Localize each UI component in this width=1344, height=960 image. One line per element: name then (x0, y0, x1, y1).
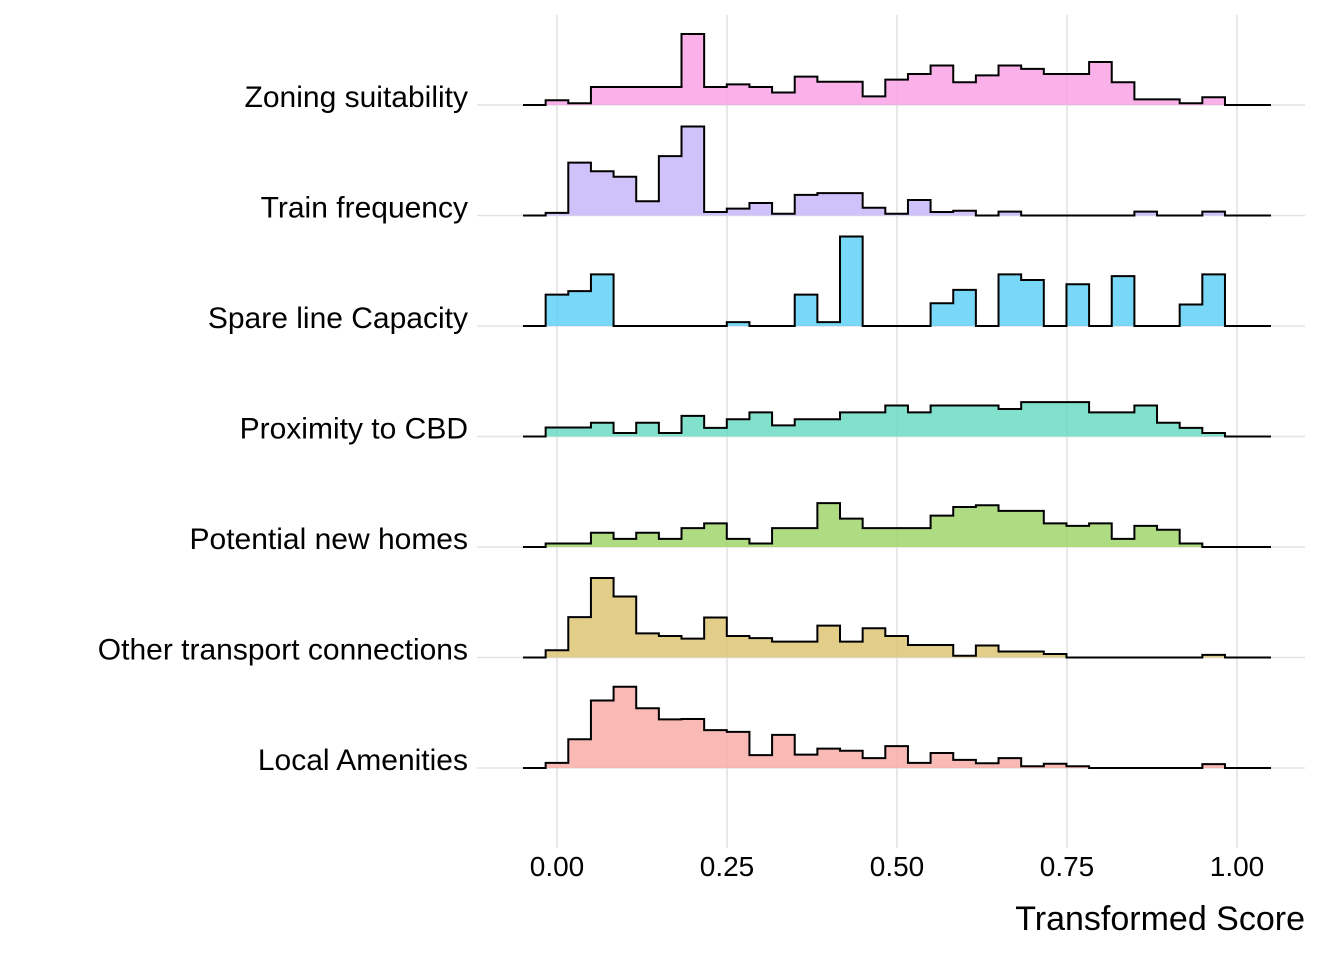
y-tick-label: Other transport connections (98, 634, 468, 667)
x-tick-label: 0.50 (870, 851, 925, 882)
y-tick-label: Train frequency (261, 192, 468, 225)
y-tick-label: Local Amenities (258, 744, 468, 777)
ridge-outline (523, 401, 1271, 438)
y-tick-label: Proximity to CBD (240, 413, 468, 446)
ridge-series-5 (523, 576, 1271, 659)
x-tick-label: 1.00 (1210, 851, 1265, 882)
ridge-outline (523, 685, 1271, 769)
ridge-outline (523, 235, 1271, 327)
ridge-series-3 (523, 401, 1271, 438)
ridge-series-1 (523, 125, 1271, 217)
x-tick-label: 0.75 (1040, 851, 1095, 882)
ridge-series-2 (523, 235, 1271, 327)
y-tick-label: Spare line Capacity (208, 302, 468, 335)
x-tick-label: 0.00 (530, 851, 585, 882)
ridge-series-6 (523, 685, 1271, 769)
ridge-outline (523, 33, 1271, 106)
ridge-outline (523, 502, 1271, 548)
ridge-outline (523, 576, 1271, 659)
y-tick-label: Zoning suitability (245, 81, 468, 114)
ridge-series-0 (523, 33, 1271, 106)
ridge-outline (523, 125, 1271, 217)
ridge-fill (545, 236, 1248, 326)
ridge-fill (545, 126, 1248, 216)
ridge-fill (545, 577, 1248, 658)
ridge-series-4 (523, 502, 1271, 548)
ridge-fill (545, 686, 1248, 768)
y-tick-label: Potential new homes (190, 523, 469, 556)
ridge-layer (523, 33, 1271, 769)
x-axis-title: Transformed Score (1015, 900, 1305, 938)
ridge-fill (545, 503, 1248, 547)
label-layer: 0.00 0.25 0.50 0.75 1.00 Zoning suitability Tr… (98, 81, 1264, 882)
x-tick-label: 0.25 (700, 851, 755, 882)
ridge-fill (545, 402, 1248, 437)
